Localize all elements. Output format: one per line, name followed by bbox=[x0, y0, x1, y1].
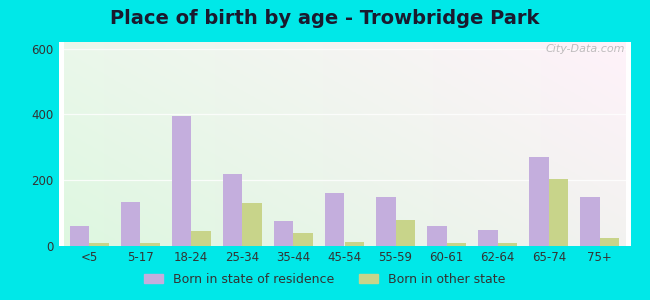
Bar bbox=[549, 178, 568, 246]
Bar bbox=[293, 233, 313, 246]
Bar bbox=[242, 203, 262, 246]
Bar bbox=[172, 116, 191, 246]
Bar bbox=[121, 202, 140, 246]
Text: Place of birth by age - Trowbridge Park: Place of birth by age - Trowbridge Park bbox=[111, 9, 540, 28]
Bar bbox=[478, 230, 498, 246]
Bar bbox=[325, 194, 344, 246]
Bar bbox=[600, 238, 619, 246]
Bar bbox=[344, 242, 364, 246]
Bar bbox=[396, 220, 415, 246]
Bar bbox=[140, 243, 160, 246]
Bar bbox=[447, 243, 466, 246]
Bar bbox=[89, 243, 109, 246]
Bar bbox=[498, 243, 517, 246]
Bar bbox=[427, 226, 447, 246]
Bar bbox=[529, 157, 549, 246]
Bar bbox=[580, 196, 600, 246]
Bar bbox=[223, 174, 242, 246]
Legend: Born in state of residence, Born in other state: Born in state of residence, Born in othe… bbox=[140, 268, 510, 291]
Bar bbox=[376, 197, 396, 246]
Bar bbox=[191, 231, 211, 246]
Bar bbox=[274, 221, 293, 246]
Text: City-Data.com: City-Data.com bbox=[545, 44, 625, 54]
Bar bbox=[70, 226, 89, 246]
